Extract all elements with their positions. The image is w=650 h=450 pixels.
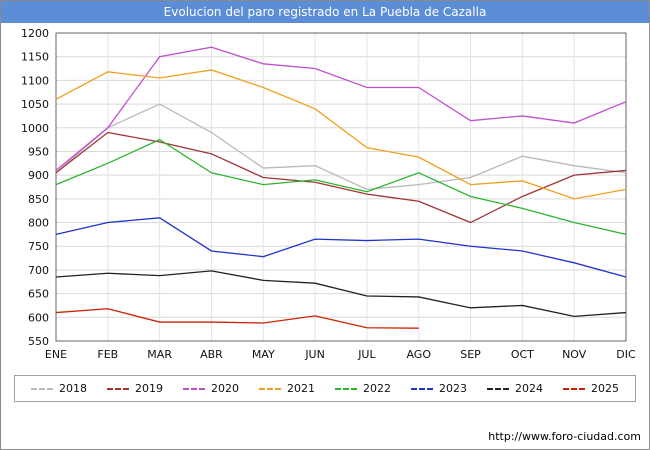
chart-title: Evolucion del paro registrado en La Pueb… [1, 1, 649, 23]
legend-item-2022: 2022 [335, 382, 391, 395]
x-tick-label: AGO [406, 348, 431, 361]
legend-label-2018: 2018 [59, 382, 87, 395]
legend-item-2023: 2023 [411, 382, 467, 395]
y-tick-label: 1150 [21, 51, 49, 64]
x-tick-label: FEB [97, 348, 118, 361]
series-line-2024 [55, 270, 627, 318]
y-tick-label: 900 [28, 169, 49, 182]
x-tick-label: OCT [511, 348, 534, 361]
x-tick-label: ABR [200, 348, 223, 361]
x-tick-label: JUN [304, 348, 325, 361]
legend-item-2024: 2024 [487, 382, 543, 395]
x-tick-label: ENE [45, 348, 67, 361]
legend-swatch-2021 [259, 387, 281, 390]
y-tick-label: 950 [28, 145, 49, 158]
legend-label-2019: 2019 [135, 382, 163, 395]
legend-label-2023: 2023 [439, 382, 467, 395]
line-chart: 550 600 650 700 750 800 850 900 950 1000 1050 1100 1… [21, 27, 636, 361]
x-tick-label: MAY [252, 348, 275, 361]
legend-swatch-2024 [487, 387, 509, 390]
legend-swatch-2023 [411, 387, 433, 390]
series-line-2018 [55, 103, 627, 191]
legend-label-2021: 2021 [287, 382, 315, 395]
series-line-2025 [55, 308, 419, 329]
series-line-2023 [55, 217, 627, 278]
y-tick-label: 650 [28, 288, 49, 301]
series-line-2022 [55, 138, 627, 236]
y-tick-label: 1050 [21, 98, 49, 111]
legend-item-2021: 2021 [259, 382, 315, 395]
y-tick-label: 700 [28, 264, 49, 277]
x-tick-label: MAR [147, 348, 172, 361]
legend-swatch-2020 [183, 387, 205, 390]
legend-swatch-2019 [107, 387, 129, 390]
legend-item-2020: 2020 [183, 382, 239, 395]
y-tick-label: 600 [28, 311, 49, 324]
legend-item-2019: 2019 [107, 382, 163, 395]
footer-url[interactable]: http://www.foro-ciudad.com [488, 430, 641, 443]
legend-label-2020: 2020 [211, 382, 239, 395]
legend-swatch-2018 [31, 387, 53, 390]
legend-swatch-2025 [563, 387, 585, 390]
legend-label-2022: 2022 [363, 382, 391, 395]
y-tick-label: 750 [28, 240, 49, 253]
series-line-2020 [55, 46, 627, 171]
y-tick-label: 550 [28, 335, 49, 348]
plot-border [55, 32, 627, 342]
x-tick-label: DIC [616, 348, 636, 361]
y-tick-label: 800 [28, 217, 49, 230]
legend-swatch-2022 [335, 387, 357, 390]
x-tick-label: SEP [460, 348, 481, 361]
series-line-2021 [55, 69, 627, 200]
y-tick-label: 850 [28, 193, 49, 206]
y-tick-label: 1100 [21, 74, 49, 87]
legend-item-2025: 2025 [563, 382, 619, 395]
series-line-2019 [55, 131, 627, 224]
x-tick-label: NOV [562, 348, 587, 361]
legend-label-2024: 2024 [515, 382, 543, 395]
legend-label-2025: 2025 [591, 382, 619, 395]
x-tick-label: JUL [357, 348, 376, 361]
y-tick-label: 1000 [21, 122, 49, 135]
y-tick-label: 1200 [21, 27, 49, 40]
legend-item-2018: 2018 [31, 382, 87, 395]
legend: 2018 2019 2020 2021 2022 2023 2024 2025 [14, 375, 636, 402]
